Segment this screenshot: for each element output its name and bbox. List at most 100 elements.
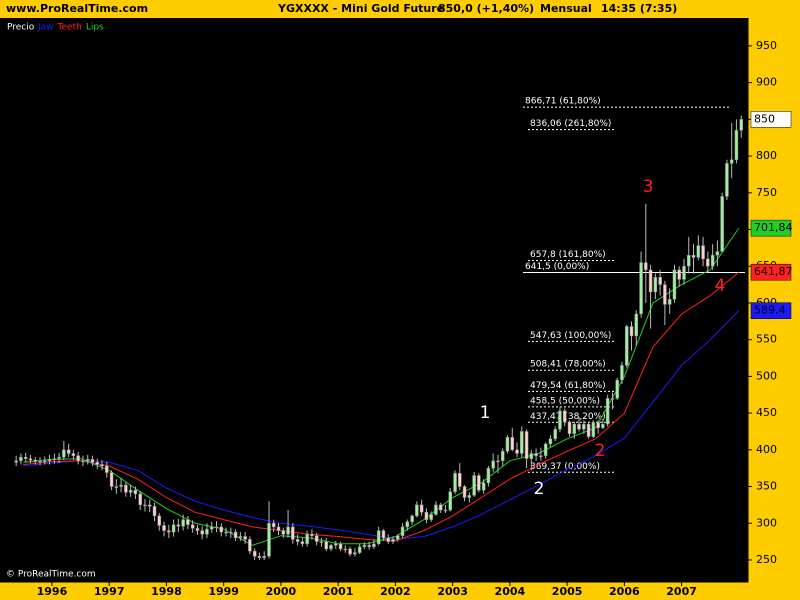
candle-body	[38, 460, 42, 463]
candle-body	[143, 504, 147, 507]
candle-body	[710, 254, 715, 267]
candle-body	[410, 515, 414, 523]
candle-body	[338, 543, 343, 550]
candle-body	[667, 299, 672, 305]
candle-body	[319, 541, 324, 543]
candle-body	[625, 326, 629, 366]
x-tick-label: 2004	[495, 585, 526, 598]
x-tick-label: 1997	[94, 585, 125, 598]
candle-body	[734, 130, 739, 160]
candle-body	[95, 462, 100, 465]
fib-label: 369,37 (0,00%)	[530, 462, 600, 472]
wave-label: 3	[643, 177, 654, 197]
candle-body	[81, 460, 85, 463]
candle-body	[539, 455, 543, 457]
x-tick-label: 2006	[609, 585, 640, 598]
legend-entry: Teeth	[57, 23, 82, 33]
candle-body	[458, 473, 462, 487]
candle-body	[147, 504, 152, 507]
wave-label: 4	[715, 276, 726, 296]
candle-body	[333, 543, 338, 546]
candle-body	[396, 535, 400, 540]
candle-body	[23, 456, 28, 459]
candle-body	[248, 539, 252, 552]
candle-body	[562, 410, 567, 423]
x-tick-label: 2001	[323, 585, 354, 598]
candle-body	[353, 552, 357, 555]
candle-body	[558, 410, 562, 430]
candle-body	[677, 269, 681, 280]
fib-label: 479,54 (61,80%)	[530, 381, 606, 391]
candle-body	[62, 449, 66, 458]
x-tick-label: 2003	[437, 585, 468, 598]
candle-body	[577, 423, 581, 430]
source: www.ProRealTime.com	[6, 2, 148, 15]
candle-body	[262, 556, 266, 559]
x-tick-label: 2000	[266, 585, 297, 598]
plot: 866,71 (61,80%) 836,06 (261,80%) 657,8 (16…	[14, 97, 745, 560]
candle-body	[529, 453, 534, 459]
candle-body	[453, 473, 457, 492]
candle-body	[286, 526, 290, 535]
y-tick-label: 950	[756, 39, 777, 52]
candle-body	[214, 526, 219, 529]
candle-body	[591, 422, 596, 437]
legend-entry: Lips	[86, 23, 104, 33]
time: 14:35 (7:35)	[601, 2, 677, 15]
candle-body	[124, 484, 128, 493]
candle-body	[47, 459, 52, 462]
candle-body	[715, 251, 720, 256]
candle-body	[634, 313, 639, 337]
candle-body	[720, 196, 724, 252]
y-tick-label: 900	[756, 76, 777, 89]
fib-label: 547,63 (100,00%)	[530, 331, 611, 341]
fib-label: 866,71 (61,80%)	[525, 97, 601, 107]
candle-body	[644, 262, 648, 271]
candle-body	[295, 539, 300, 542]
fib-label: 437,47 (38,20%)	[530, 412, 606, 422]
candle-body	[610, 398, 615, 400]
wave-label: 1	[480, 403, 491, 423]
candle-body	[496, 460, 500, 463]
candle-body	[71, 453, 76, 456]
candle-body	[305, 534, 309, 545]
fib-label: 657,8 (161,80%)	[530, 250, 606, 260]
candle-body	[515, 449, 519, 454]
candle-body	[219, 526, 224, 533]
x-tick-label: 1999	[208, 585, 239, 598]
candle-body	[481, 482, 486, 491]
candle-body	[429, 514, 433, 520]
y-tick-label: 550	[756, 333, 777, 346]
candle-body	[85, 459, 90, 462]
candle-body	[300, 541, 305, 545]
candle-body	[472, 475, 476, 496]
candle-body	[486, 467, 491, 484]
candle-body	[152, 506, 157, 517]
candle-body	[639, 262, 643, 315]
candle-body	[691, 254, 696, 258]
candle-body	[100, 464, 104, 467]
candle-body	[367, 545, 371, 547]
candle-body	[582, 423, 586, 430]
candle-body	[415, 504, 419, 517]
candle-body	[252, 550, 257, 557]
candle-body	[229, 531, 233, 534]
candle-body	[171, 524, 176, 533]
candle-body	[553, 429, 557, 440]
candle-body	[701, 245, 705, 260]
candle-body	[601, 423, 605, 429]
candle-body	[314, 535, 319, 542]
candle-body	[648, 269, 653, 293]
candle-body	[205, 528, 209, 535]
candle-body	[276, 526, 281, 531]
indicator-end-label: 589,4	[754, 304, 786, 317]
y-tick-label: 400	[756, 443, 777, 456]
candle-body	[114, 486, 119, 488]
candle-body	[687, 254, 691, 267]
candle-body	[510, 437, 515, 451]
candle-body	[615, 379, 619, 399]
candle-body	[448, 491, 452, 511]
indicator-line	[23, 227, 740, 546]
